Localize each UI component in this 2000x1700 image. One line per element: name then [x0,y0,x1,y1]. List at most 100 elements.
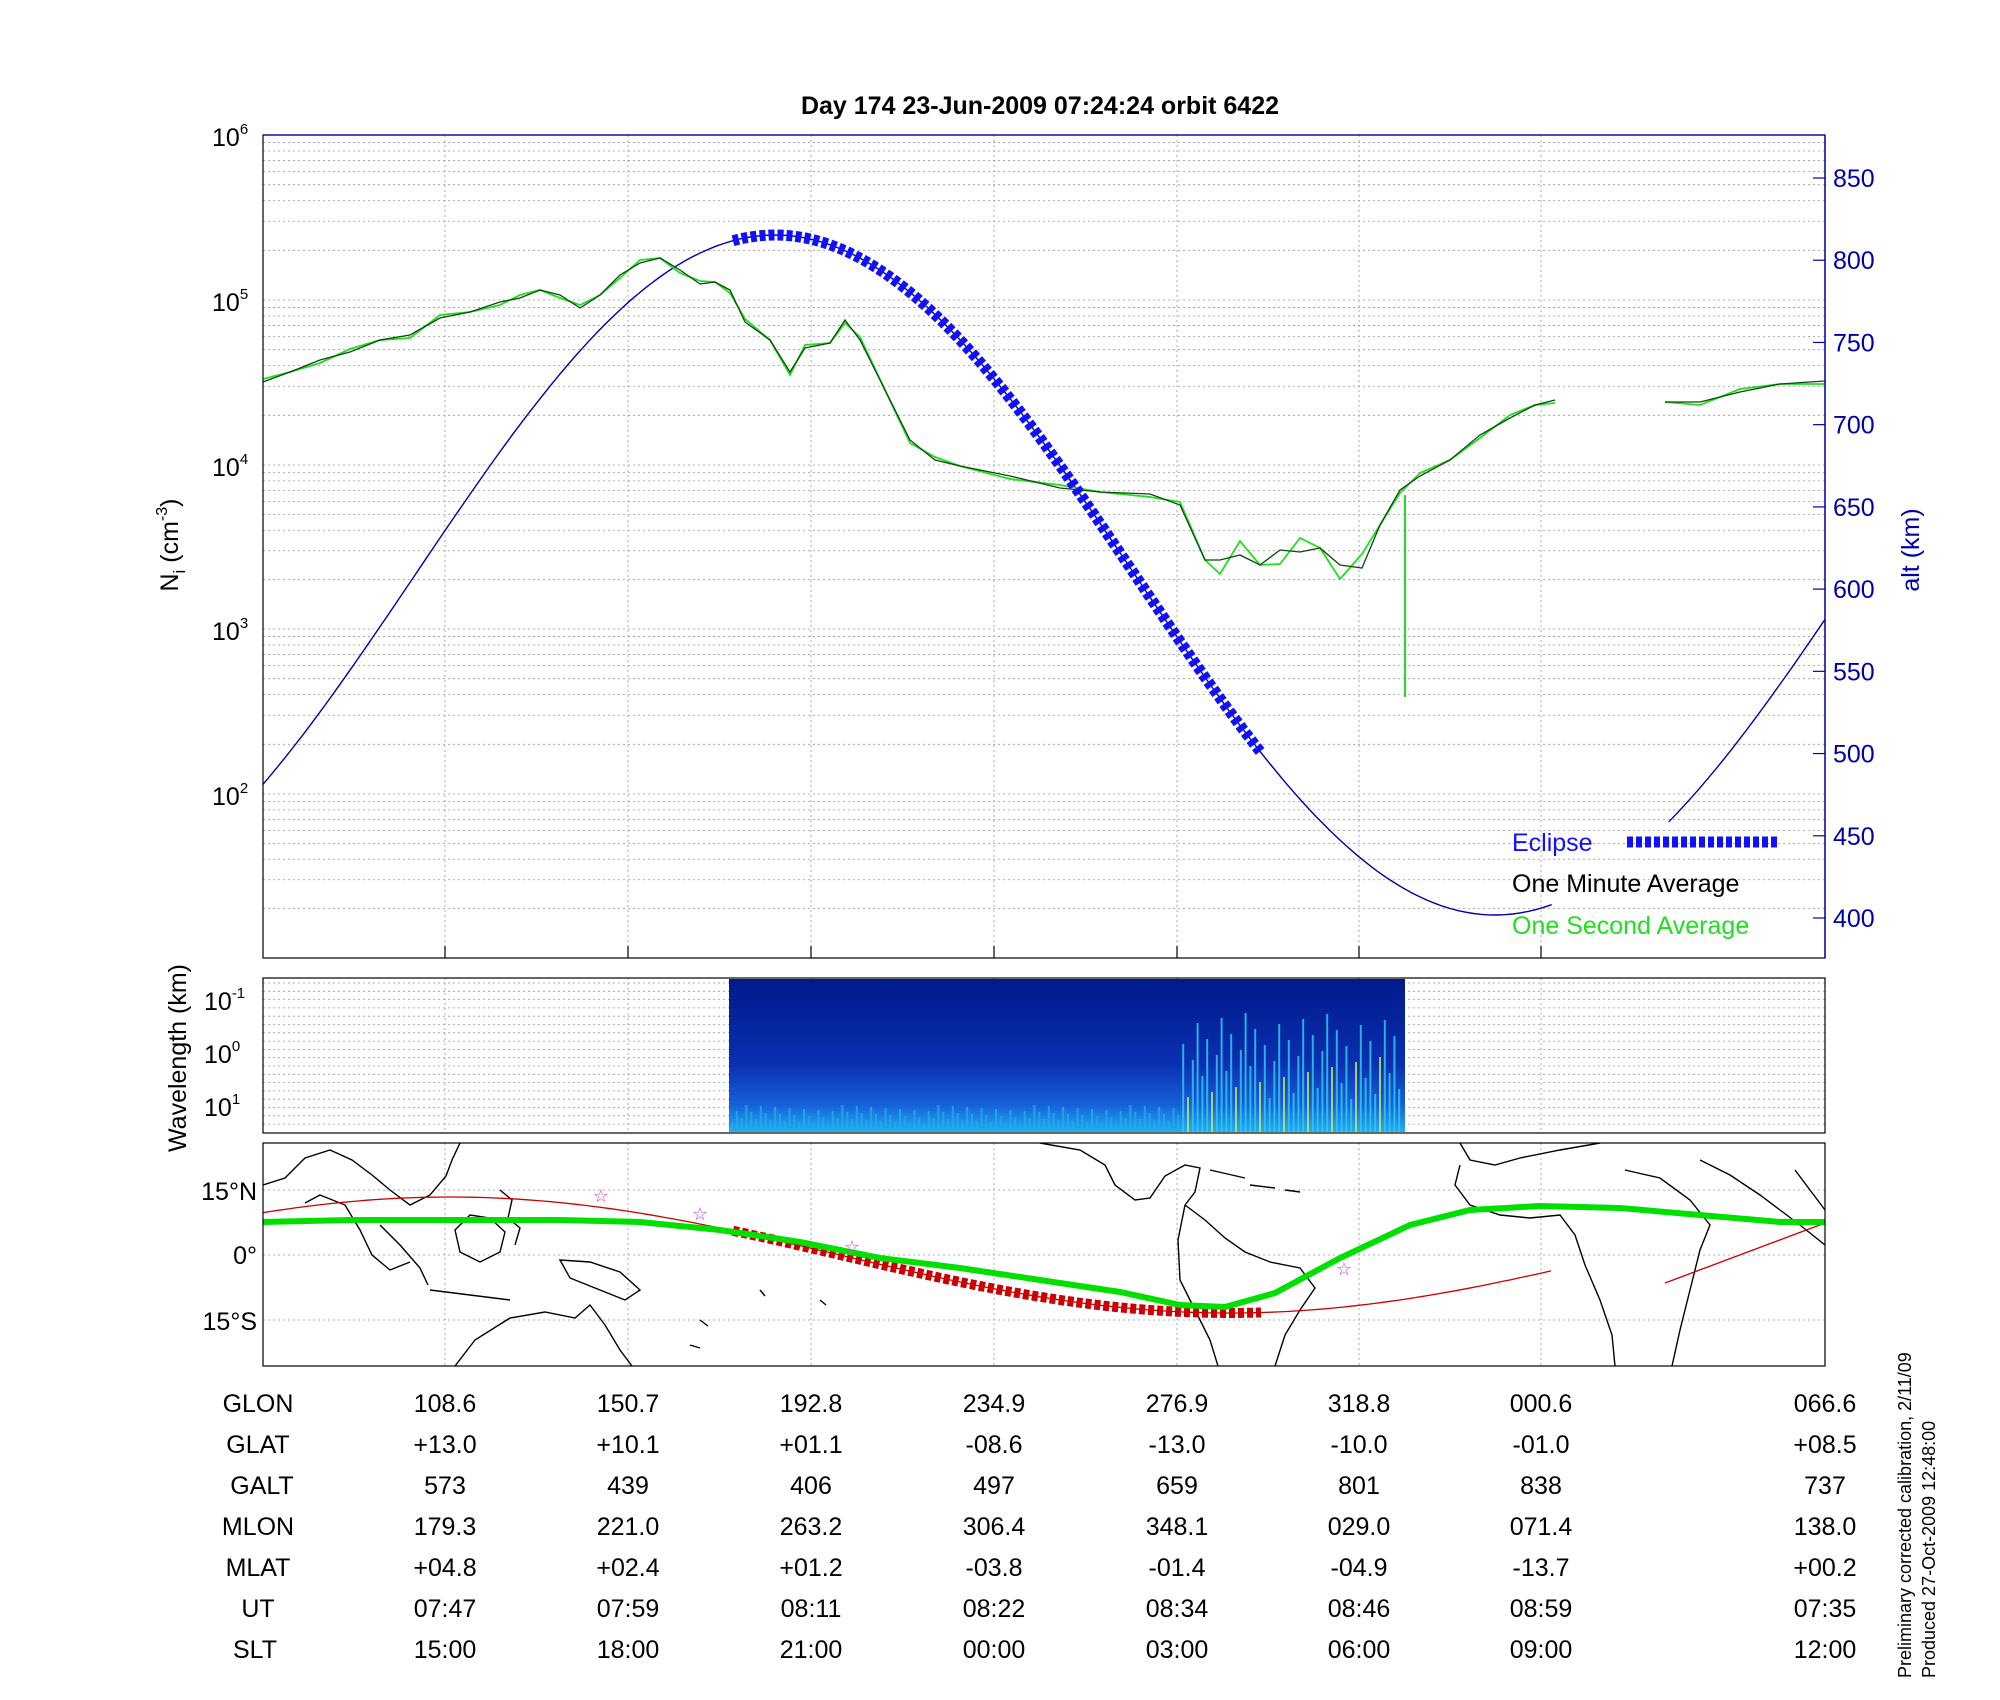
altitude-ytick-labels: 400 450 500 550 600 650 700 750 800 850 [1813,165,1875,933]
spectrogram-streak [1019,1124,1021,1132]
spectrogram-streak [966,1107,969,1132]
spectrogram-streak [1115,1124,1117,1132]
spectrogram-streak [1038,1112,1041,1132]
coast-southamerica [1177,1204,1316,1366]
altitude-axis-label: alt (km) [1897,508,1925,591]
spectrogram-streak [1177,1115,1180,1132]
orbit-parameter-table: GLON 108.6 150.7 192.8 234.9 276.9 318.8 000.6 0… [222,1390,1857,1664]
table-cell: 138.0 [1794,1513,1857,1541]
table-cell: 221.0 [597,1513,660,1541]
spectrogram-streak [1316,1088,1319,1132]
footnote-produced: Produced 27-Oct-2009 12:48:00 [1919,1421,1939,1678]
ground-station-markers: ☆ ☆ ☆ ☆ [593,1186,1352,1280]
table-cell: -03.8 [966,1554,1023,1582]
spectrogram-streak [1047,1106,1050,1132]
coast-pacific-islands [689,1289,827,1349]
table-cell: +01.1 [779,1431,842,1459]
table-cell: -08.6 [966,1431,1023,1459]
table-cell: 08:34 [1146,1595,1209,1623]
table-cell: 737 [1804,1472,1846,1500]
spectrogram-streak [779,1114,781,1132]
table-cell: 15:00 [414,1636,477,1664]
spectrogram-streak [1143,1106,1146,1132]
spectrogram-streak [1206,1039,1209,1132]
table-row-label: MLAT [226,1554,291,1582]
footnotes: Preliminary corrected calibration, 2/11/… [1895,1352,1939,1678]
spectrogram-streak [783,1121,786,1132]
magnetic-equator-line [263,1202,1825,1311]
table-cell: 234.9 [963,1390,1026,1418]
coast-africa [1454,1164,1711,1366]
wavelength-ytick-labels: 10-1 100 101 [204,985,245,1122]
alt-tick-label: 400 [1833,905,1875,933]
spectrogram-streak [1350,1099,1353,1132]
spectrogram-streak [918,1117,921,1132]
table-cell: 276.9 [1146,1390,1209,1418]
spectrogram-streak [1119,1111,1122,1132]
alt-tick-label: 700 [1833,412,1875,440]
station-star: ☆ [844,1237,860,1258]
spectrogram-streak [1043,1119,1045,1132]
spectrogram-streak [1033,1105,1036,1132]
spectrogram-streak [1249,1066,1252,1132]
spectrogram-streak [947,1119,949,1132]
one-second-average-line [263,257,1825,581]
spectrogram-streak [923,1124,925,1132]
spectrogram-streak [1004,1123,1007,1132]
table-cell: +02.4 [596,1554,659,1582]
table-cell: 18:00 [597,1636,660,1664]
spectrogram-streak [1009,1110,1012,1132]
alt-tick-label: 500 [1833,741,1875,769]
spectrogram-streak [1067,1114,1069,1132]
table-cell: -01.0 [1513,1431,1570,1459]
table-cell: -10.0 [1331,1431,1388,1459]
table-cell: 07:59 [597,1595,660,1623]
spectrogram-streak [1369,1041,1372,1132]
spectrogram-streak [1311,1035,1314,1132]
spectrogram-streak [1086,1122,1089,1132]
table-cell: 108.6 [414,1390,477,1418]
spectrogram-streak [985,1115,988,1132]
spectrogram-streak [894,1122,897,1132]
spectrogram-streak [740,1118,743,1132]
spectrogram-streak [879,1121,882,1132]
spectrogram-streak [1076,1108,1079,1132]
coast-asia [263,1143,461,1206]
spectrogram-streak [1326,1014,1329,1132]
station-star: ☆ [1336,1259,1352,1280]
table-cell: 263.2 [780,1513,843,1541]
table-cell: 07:47 [414,1595,477,1623]
spectrogram-streak [860,1113,863,1132]
density-axis-label: Ni (cm-3) [154,498,189,591]
spectrogram-streak [1201,1076,1204,1132]
spectrogram-streak [1187,1097,1189,1132]
spectrogram-streak [1335,1030,1338,1132]
legend: Eclipse One Minute Average One Second Av… [1512,829,1778,940]
spectrogram-streak [913,1110,916,1132]
table-cell: 066.6 [1794,1390,1857,1418]
map-frame [262,1142,1826,1367]
spectrogram-streak [735,1111,738,1132]
table-cell: -13.0 [1149,1431,1206,1459]
alt-tick-label: 550 [1833,658,1875,686]
spectrogram-streak [812,1123,815,1132]
coast-newguinea [558,1259,642,1301]
table-row-label: SLT [233,1636,277,1664]
wavelength-axis-label: Wavelength (km) [164,964,192,1152]
spectrogram-streak [1230,1034,1233,1132]
table-row-label: MLON [222,1513,294,1541]
spectrogram-streak [1182,1044,1185,1132]
spectrogram-streak [1287,1040,1290,1132]
spectrogram-streak [961,1120,964,1132]
top-panel-grid [263,135,1825,959]
spectrogram-streak [1297,1056,1300,1132]
spectrogram-streak [1273,1061,1276,1132]
spectrogram-streak [956,1113,959,1132]
lat-0: 0° [233,1242,257,1270]
table-cell: 348.1 [1146,1513,1209,1541]
table-cell: 00:00 [963,1636,1026,1664]
one-minute-average-line [263,257,1825,569]
table-cell: 06:00 [1328,1636,1391,1664]
spectrogram-streak [1071,1121,1074,1132]
spectrogram-streak [1172,1108,1175,1132]
